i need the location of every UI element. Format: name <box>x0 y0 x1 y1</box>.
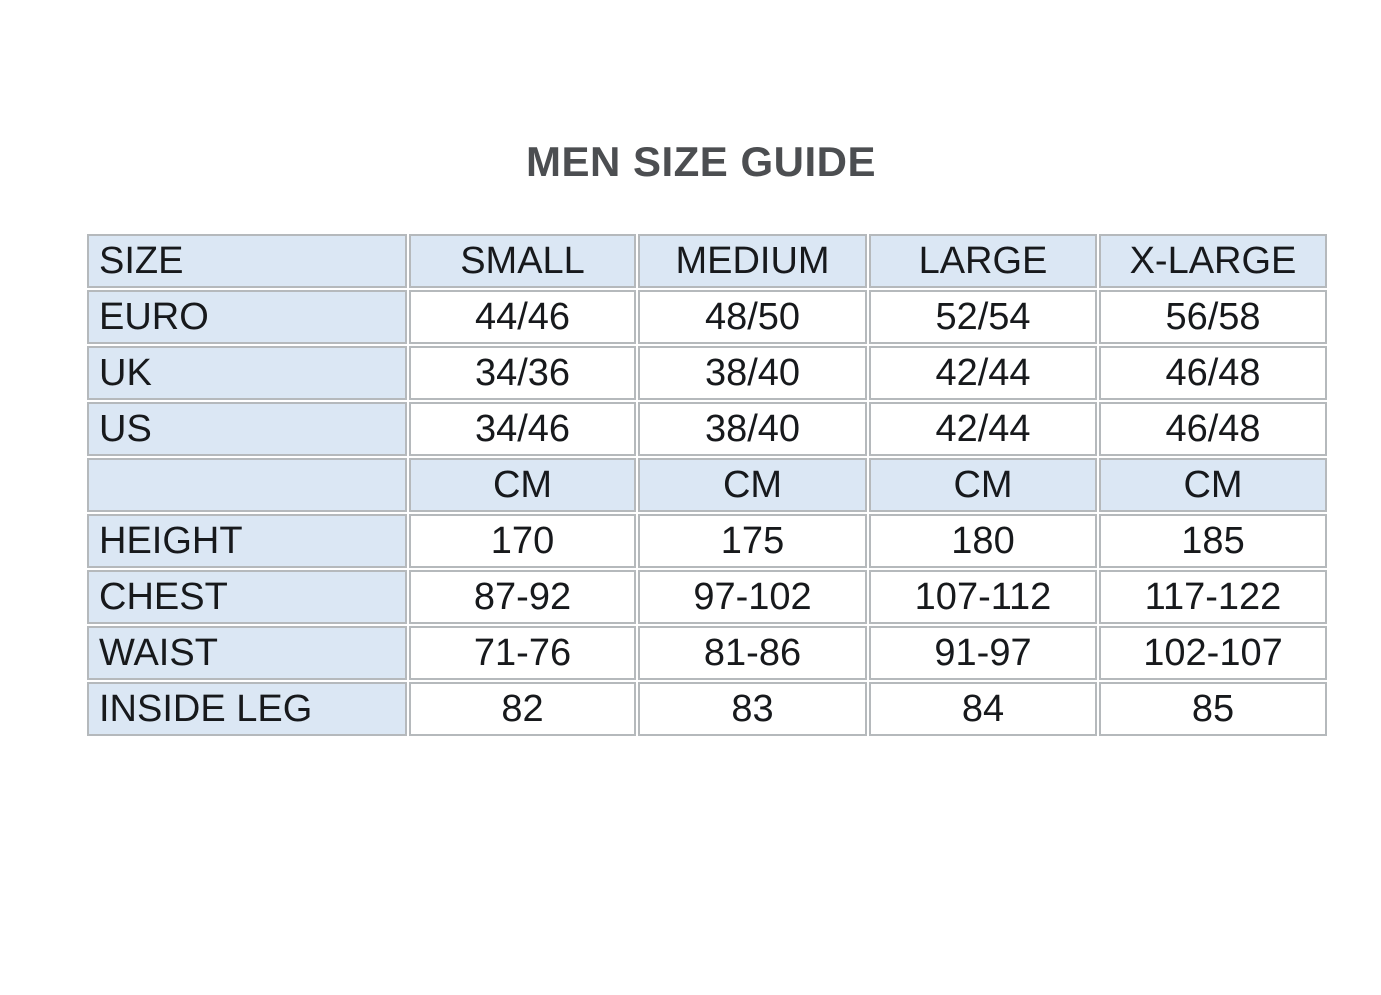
header-cell-large: LARGE <box>869 234 1097 288</box>
row-label-euro: EURO <box>87 290 407 344</box>
row-label-uk: UK <box>87 346 407 400</box>
row-label-empty <box>87 458 407 512</box>
size-value-cell: 38/40 <box>638 346 867 400</box>
unit-cell-cm: CM <box>638 458 867 512</box>
size-value-cell: 85 <box>1099 682 1327 736</box>
row-label-waist: WAIST <box>87 626 407 680</box>
header-cell-small: SMALL <box>409 234 636 288</box>
table-row-uk: UK 34/36 38/40 42/44 46/48 <box>87 346 1327 400</box>
size-value-cell: 42/44 <box>869 402 1097 456</box>
size-value-cell: 46/48 <box>1099 402 1327 456</box>
unit-cell-cm: CM <box>409 458 636 512</box>
row-label-inside-leg: INSIDE LEG <box>87 682 407 736</box>
size-value-cell: 34/46 <box>409 402 636 456</box>
size-value-cell: 91-97 <box>869 626 1097 680</box>
table-row-us: US 34/46 38/40 42/44 46/48 <box>87 402 1327 456</box>
table-row-cm-units: CM CM CM CM <box>87 458 1327 512</box>
size-value-cell: 81-86 <box>638 626 867 680</box>
size-value-cell: 56/58 <box>1099 290 1327 344</box>
table-row-euro: EURO 44/46 48/50 52/54 56/58 <box>87 290 1327 344</box>
table-row-waist: WAIST 71-76 81-86 91-97 102-107 <box>87 626 1327 680</box>
size-value-cell: 170 <box>409 514 636 568</box>
size-value-cell: 175 <box>638 514 867 568</box>
size-value-cell: 38/40 <box>638 402 867 456</box>
header-cell-x-large: X-LARGE <box>1099 234 1327 288</box>
row-label-chest: CHEST <box>87 570 407 624</box>
size-value-cell: 83 <box>638 682 867 736</box>
size-value-cell: 48/50 <box>638 290 867 344</box>
size-value-cell: 71-76 <box>409 626 636 680</box>
size-value-cell: 107-112 <box>869 570 1097 624</box>
header-cell-medium: MEDIUM <box>638 234 867 288</box>
size-value-cell: 102-107 <box>1099 626 1327 680</box>
size-value-cell: 180 <box>869 514 1097 568</box>
size-value-cell: 82 <box>409 682 636 736</box>
size-value-cell: 84 <box>869 682 1097 736</box>
unit-cell-cm: CM <box>869 458 1097 512</box>
size-value-cell: 46/48 <box>1099 346 1327 400</box>
unit-cell-cm: CM <box>1099 458 1327 512</box>
size-value-cell: 44/46 <box>409 290 636 344</box>
table-header-row: SIZE SMALL MEDIUM LARGE X-LARGE <box>87 234 1327 288</box>
size-value-cell: 42/44 <box>869 346 1097 400</box>
size-value-cell: 97-102 <box>638 570 867 624</box>
size-value-cell: 87-92 <box>409 570 636 624</box>
page-title: MEN SIZE GUIDE <box>525 138 877 185</box>
row-label-us: US <box>87 402 407 456</box>
size-guide-page: MEN SIZE GUIDE SIZE SMALL MEDIUM LARGE X… <box>85 138 1329 738</box>
size-value-cell: 185 <box>1099 514 1327 568</box>
size-value-cell: 52/54 <box>869 290 1097 344</box>
header-cell-size: SIZE <box>87 234 407 288</box>
table-row-chest: CHEST 87-92 97-102 107-112 117-122 <box>87 570 1327 624</box>
size-value-cell: 34/36 <box>409 346 636 400</box>
size-value-cell: 117-122 <box>1099 570 1327 624</box>
row-label-height: HEIGHT <box>87 514 407 568</box>
table-row-inside-leg: INSIDE LEG 82 83 84 85 <box>87 682 1327 736</box>
size-guide-table: SIZE SMALL MEDIUM LARGE X-LARGE EURO 44/… <box>85 232 1329 738</box>
table-row-height: HEIGHT 170 175 180 185 <box>87 514 1327 568</box>
